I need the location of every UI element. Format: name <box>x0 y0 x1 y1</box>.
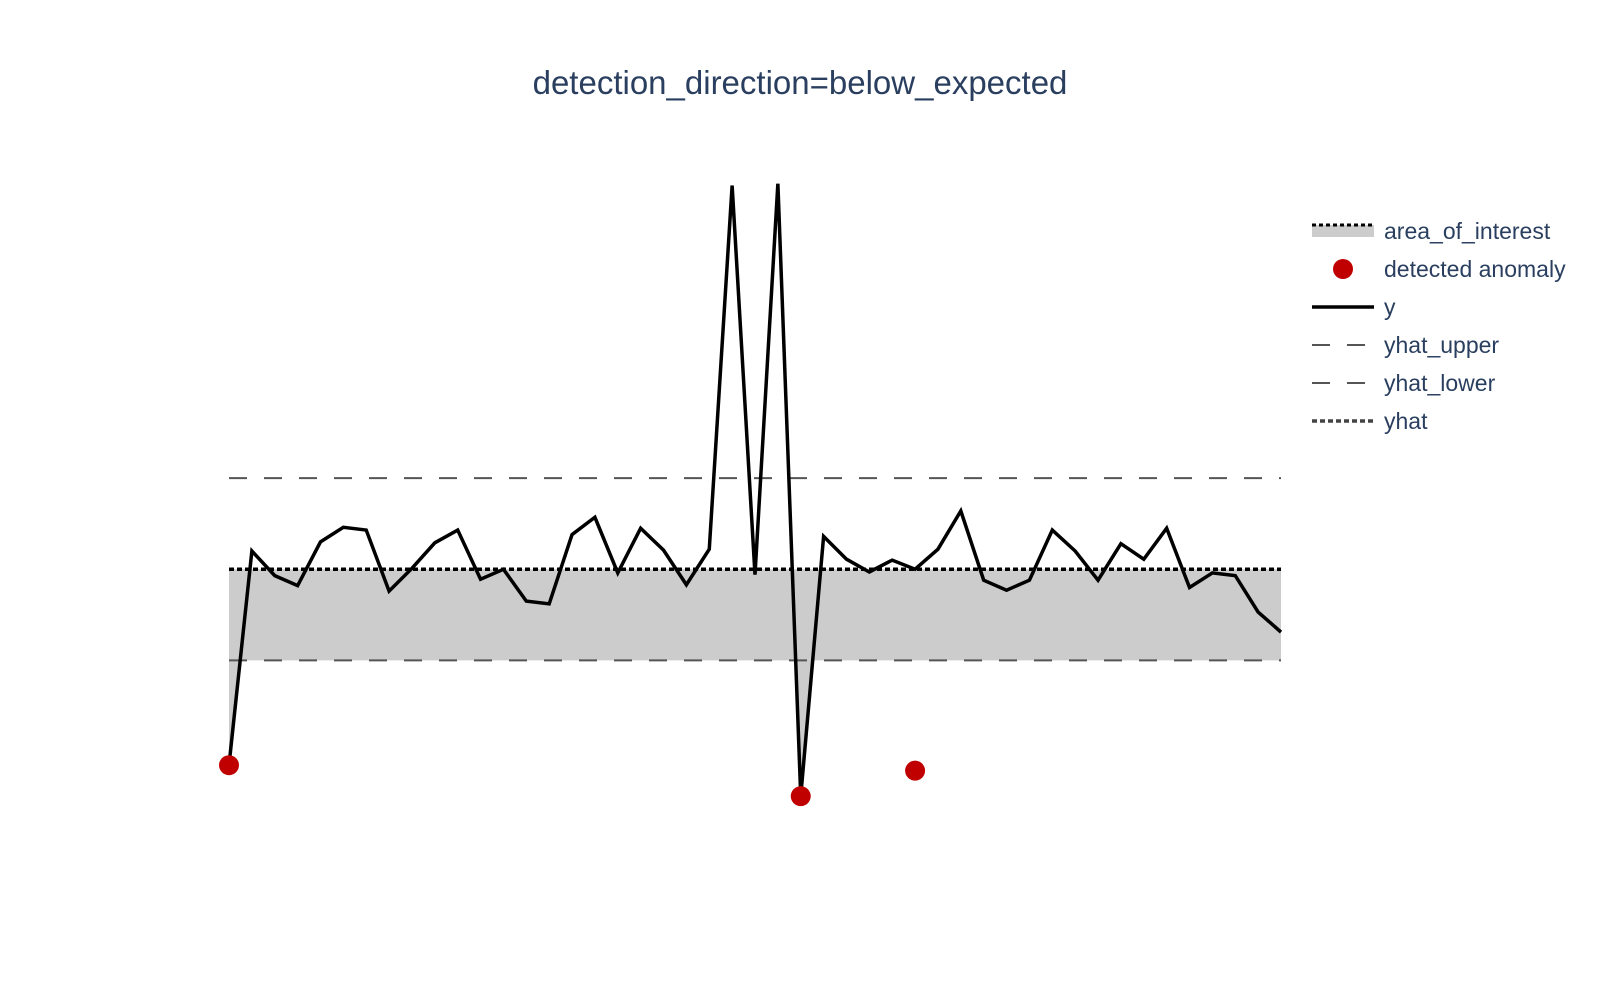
legend-label: area_of_interest <box>1384 217 1551 244</box>
anomaly-marker-1 <box>790 786 811 807</box>
y-line <box>227 183 1283 797</box>
red-dot-icon <box>1333 259 1353 279</box>
dashed-line-icon <box>1312 344 1374 346</box>
legend-item-yhat[interactable]: yhat <box>1312 402 1592 440</box>
legend: area_of_interest detected anomaly y yhat… <box>1312 212 1592 440</box>
legend-item-y[interactable]: y <box>1312 288 1592 326</box>
anomaly-marker-0 <box>219 755 239 776</box>
area-of-interest-fill <box>229 569 1281 797</box>
dotted-line-icon <box>1312 419 1374 423</box>
legend-label: detected anomaly <box>1384 255 1566 282</box>
legend-label: yhat_upper <box>1384 331 1500 358</box>
area-swatch-icon <box>1312 223 1374 237</box>
solid-line-icon <box>1312 305 1374 309</box>
dashed-line-icon <box>1312 382 1374 384</box>
anomaly-marker-2 <box>905 760 926 781</box>
legend-item-yhat-lower[interactable]: yhat_lower <box>1312 364 1592 402</box>
legend-item-area-of-interest[interactable]: area_of_interest <box>1312 212 1592 250</box>
legend-label: yhat <box>1384 407 1428 434</box>
legend-label: yhat_lower <box>1384 369 1496 396</box>
legend-item-detected-anomaly[interactable]: detected anomaly <box>1312 250 1592 288</box>
legend-item-yhat-upper[interactable]: yhat_upper <box>1312 326 1592 364</box>
legend-label: y <box>1384 293 1396 320</box>
chart-title: detection_direction=below_expected <box>532 64 1068 101</box>
